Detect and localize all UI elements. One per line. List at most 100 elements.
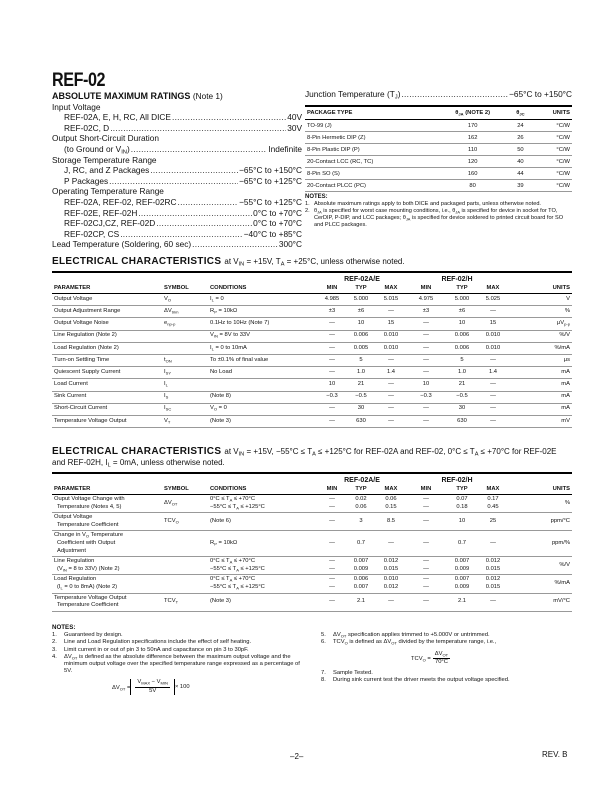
table-row: Output Voltage Temperature Coefficient TCV… <box>52 512 572 532</box>
table-cell: Output Voltage Noise <box>52 317 162 331</box>
cell-line: 0.007 <box>454 558 470 565</box>
table-row: Load Regulation (Note 2) IL = 0 to 10mA —0… <box>52 342 572 355</box>
table-cell: mA <box>508 403 572 416</box>
table-cell: V <box>508 293 572 307</box>
table-cell: 3 <box>346 512 376 532</box>
electrical-characteristics-25c-table: REF-02A/E REF-02/H PARAMETER SYMBOL CONDITIO… <box>52 271 572 429</box>
absolute-maximum-ratings: ABSOLUTE MAXIMUM RATINGS (Note 1) Input … <box>52 91 302 250</box>
table-cell: %/V <box>508 330 572 343</box>
rating-item: (to Ground or VIN) Indefinite <box>52 144 302 155</box>
table-cell: — <box>478 415 508 429</box>
rating-label: P Packages <box>64 175 109 186</box>
revision: REV. B <box>542 750 568 759</box>
dot-leader <box>131 144 268 155</box>
note-number: 1. <box>305 201 310 207</box>
cell-line: Temperature Coefficient <box>57 602 119 609</box>
table-cell: IL = 0 to 10mA <box>208 342 318 355</box>
table-cell: — <box>406 354 446 368</box>
note-number: 4. <box>52 653 57 660</box>
table-cell: — <box>478 391 508 404</box>
table-cell: % <box>508 305 572 319</box>
table-cell: ±3 <box>406 305 446 319</box>
table-cell: — <box>406 317 446 331</box>
table-row: Ouput Voltage Change with Temperature (No… <box>52 494 572 514</box>
table-row: 8-Pin SO (S) 160 44 °C/W <box>305 167 572 180</box>
table-cell: %/mA <box>508 574 572 594</box>
column-header: MIN <box>406 485 446 495</box>
table-cell: 1.0 <box>346 366 376 380</box>
denominator: 5V <box>149 687 157 694</box>
table-cell: ±6 <box>346 305 376 319</box>
table-cell: 630 <box>346 415 376 429</box>
table-cell: — <box>478 305 508 319</box>
table-cell: 25 <box>478 512 508 532</box>
table-cell: tON <box>162 354 208 368</box>
table-cell: 5.000 <box>446 293 478 307</box>
rating-label: REF-02CP, CS <box>64 228 120 239</box>
cell-line: Adjustment <box>57 547 86 554</box>
column-header: PACKAGE TYPE <box>305 106 437 120</box>
table-cell: 170 <box>436 119 509 132</box>
table-cell: Ouput Voltage Change with Temperature (No… <box>52 494 162 514</box>
cell-line: — <box>423 576 429 583</box>
table-row: 20-Contact PLCC (PC) 80 39 °C/W <box>305 179 572 192</box>
table-cell: 630 <box>446 415 478 429</box>
table-cell: — <box>318 342 346 355</box>
column-header: PARAMETER <box>52 485 162 495</box>
denominator: 70°C <box>434 658 448 665</box>
table-cell: °C/W <box>531 167 572 180</box>
table-cell: — <box>318 317 346 331</box>
column-header: TYP <box>446 284 478 294</box>
column-header: MAX <box>376 284 406 294</box>
table-cell: VT <box>162 415 208 429</box>
column-header: PARAMETER <box>52 284 162 294</box>
table-cell: 5 <box>446 354 478 368</box>
table-cell: 10 <box>318 378 346 392</box>
table-row: Output Voltage VO IL = 0 4.985 5.000 5.015 4.9… <box>52 293 572 307</box>
table-cell: 0.012 0.015 <box>478 574 508 594</box>
column-header: TYP <box>346 485 376 495</box>
table-cell: 50 <box>508 143 532 156</box>
rating-item: Input Voltage <box>52 102 302 113</box>
dot-leader <box>172 112 286 123</box>
dot-leader <box>150 165 238 176</box>
electrical-characteristics-temp-table: REF-02A/E REF-02/H PARAMETER SYMBOL CONDITIO… <box>52 472 572 612</box>
formula-lhs: TCVO = <box>411 655 431 663</box>
table-cell: Temperature Voltage Output <box>52 415 162 429</box>
note: 7. Sample Tested. <box>321 670 572 677</box>
cell-line: 0.007 <box>353 558 369 565</box>
table-cell: — — <box>318 556 346 576</box>
formula-delta-vot: ΔVOT = VMAX − VMIN 5V × 100 <box>112 679 303 695</box>
rating-item: REF-02C, D 30V <box>52 123 302 134</box>
table-cell: — <box>376 378 406 392</box>
table-cell: 0.006 <box>446 330 478 343</box>
note: 2. θJA is specified for worst case mounti… <box>305 208 572 229</box>
table-cell: Change in VO Temperature Coefficient with… <box>52 530 162 558</box>
rating-label: (to Ground or VIN) <box>64 143 130 156</box>
table-cell: (Note 8) <box>208 391 318 404</box>
table-cell: Load Regulation (Note 2) <box>52 342 162 355</box>
rating-item: REF-02CJ,CZ, REF-02D 0°C to +70°C <box>52 218 302 229</box>
table-cell: 1.0 <box>446 366 478 380</box>
table-cell: mV <box>508 415 572 429</box>
document-title: REF-02 <box>52 70 106 91</box>
column-header: CONDITIONS <box>208 284 318 294</box>
table-cell: 0.012 0.015 <box>376 556 406 576</box>
cell-line: 0.015 <box>383 565 399 572</box>
table-cell: — <box>406 593 446 612</box>
table-cell: 4.975 <box>406 293 446 307</box>
column-header: θJA (NOTE 2) <box>436 106 509 120</box>
table-cell: — <box>478 403 508 416</box>
table-cell: mA <box>508 378 572 392</box>
note-number: 6. <box>321 639 326 646</box>
table-cell: 39 <box>508 179 532 192</box>
table-cell: 0.005 <box>346 342 376 355</box>
table-cell: — <box>318 366 346 380</box>
table-cell: 21 <box>446 378 478 392</box>
note-text: ΔVOT specification applies trimmed to +5… <box>333 632 490 639</box>
group-ref-02-h: REF-02/H <box>441 477 473 484</box>
cell-line: — <box>329 496 335 502</box>
rating-item: P Packages −65°C to +125°C <box>52 176 302 187</box>
table-cell: 8-Pin SO (S) <box>305 167 437 180</box>
table-cell: 0.010 <box>376 342 406 355</box>
